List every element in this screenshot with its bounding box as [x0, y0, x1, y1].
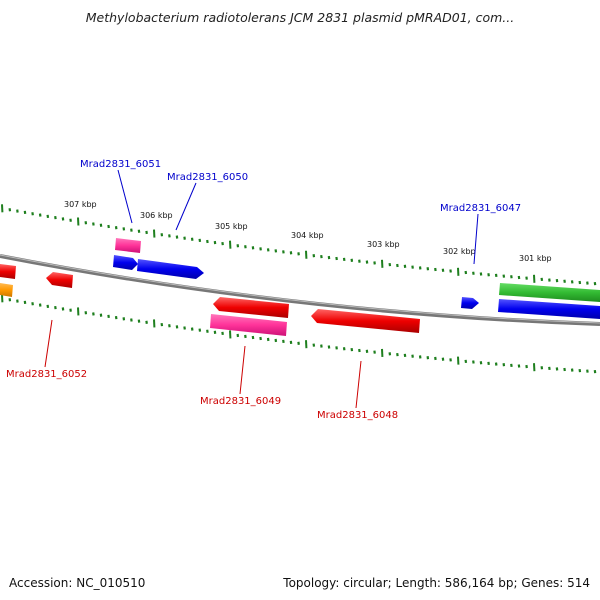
gene-label-mrad2831-6051[interactable]: Mrad2831_6051 [80, 159, 161, 170]
accession-footer: Accession: NC_010510 [9, 576, 146, 590]
gene-feature-orange-left-edge[interactable] [0, 283, 13, 297]
ruler-label-307: 307 kbp [64, 200, 97, 209]
ruler-label-303: 303 kbp [367, 240, 400, 249]
map-title: Methylobacterium radiotolerans JCM 2831 … [85, 10, 515, 25]
gene-label-mrad2831-6047[interactable]: Mrad2831_6047 [440, 203, 521, 214]
ruler-label-301: 301 kbp [519, 254, 552, 263]
gene-feature-mrad2831-6050[interactable] [137, 259, 204, 279]
ruler-label-304: 304 kbp [291, 231, 324, 240]
gene-label-mrad2831-6052[interactable]: Mrad2831_6052 [6, 369, 87, 380]
ruler-label-302: 302 kbp [443, 247, 476, 256]
gene-label-mrad2831-6050[interactable]: Mrad2831_6050 [167, 172, 248, 183]
topology-footer: Topology: circular; Length: 586,164 bp; … [283, 576, 590, 590]
gene-label-mrad2831-6049[interactable]: Mrad2831_6049 [200, 396, 281, 407]
ruler-ticks-upper [1, 204, 597, 286]
gene-feature-mrad2831-6051[interactable] [113, 255, 138, 270]
gene-feature-green[interactable] [499, 283, 600, 302]
gene-feature-red-left-edge[interactable] [0, 264, 16, 279]
gene-feature-blue-right[interactable] [498, 299, 600, 319]
leader-line-6048 [355, 360, 362, 409]
gene-feature-mrad2831-6052[interactable] [46, 272, 73, 288]
leader-line-6049 [239, 345, 246, 395]
gene-feature-mrad2831-6049-red[interactable] [213, 297, 289, 318]
leader-line-6047 [473, 213, 479, 265]
gene-feature-pink-upper[interactable] [115, 238, 141, 253]
gene-feature-mrad2831-6048[interactable] [311, 309, 420, 333]
leader-line-6050 [175, 182, 197, 231]
gene-label-mrad2831-6048[interactable]: Mrad2831_6048 [317, 410, 398, 421]
gene-feature-mrad2831-6049[interactable] [210, 314, 287, 336]
gene-feature-mrad2831-6047[interactable] [461, 297, 479, 309]
leader-line-6051 [117, 169, 133, 224]
ruler-label-306: 306 kbp [140, 211, 173, 220]
ruler-ticks-lower [1, 294, 597, 374]
sequence-backbone [0, 254, 600, 326]
ruler-label-305: 305 kbp [215, 222, 248, 231]
leader-line-6052 [44, 319, 53, 368]
